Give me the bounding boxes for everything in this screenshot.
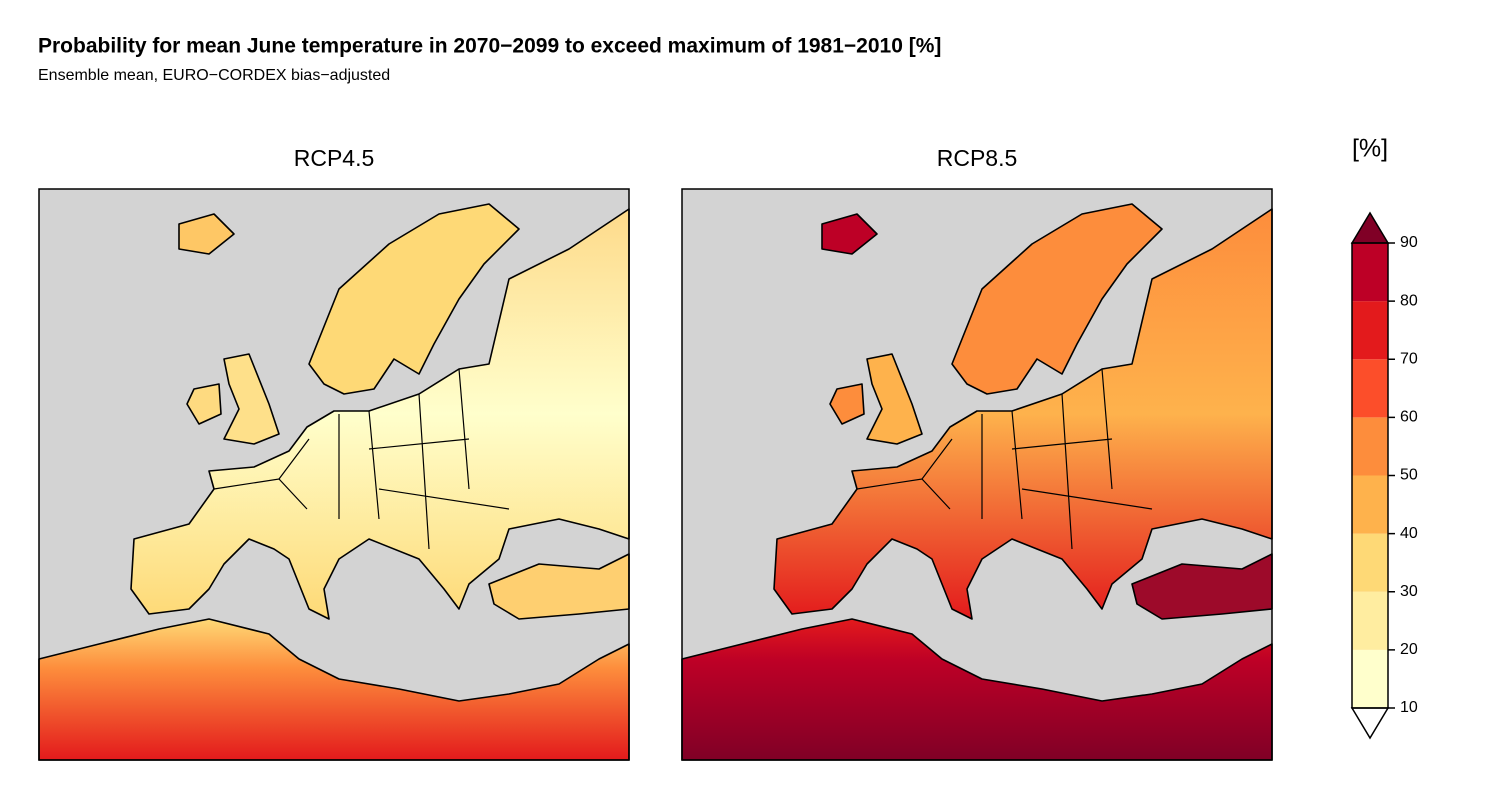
europe (773, 208, 1273, 620)
colorbar-tick-label: 30 (1400, 583, 1418, 600)
britain (866, 353, 923, 445)
colorbar-band (1352, 591, 1388, 650)
iceland (821, 213, 878, 255)
figure-subtitle: Ensemble mean, EURO−CORDEX bias−adjusted (38, 67, 390, 84)
colorbar-band (1352, 533, 1388, 592)
colorbar-tick-label: 70 (1400, 350, 1418, 367)
panel-title: RCP4.5 (294, 145, 375, 171)
colorbar: 10 20 30 40 50 60 70 80 90 (1350, 211, 1418, 740)
colorbar-tick-label: 80 (1400, 292, 1418, 309)
colorbar-tick-label: 60 (1400, 409, 1418, 426)
ireland (186, 383, 222, 425)
colorbar-tick-label: 90 (1400, 234, 1418, 251)
colorbar-under (1350, 707, 1390, 740)
colorbar-band (1352, 359, 1388, 418)
colorbar-band (1352, 243, 1388, 302)
colorbar-tick-label: 10 (1400, 699, 1418, 716)
map-panel (38, 188, 630, 761)
colorbar-band (1352, 475, 1388, 534)
panel-title: RCP8.5 (937, 145, 1018, 171)
iceland (178, 213, 235, 255)
map-panel (681, 188, 1273, 761)
borders (856, 368, 1153, 550)
colorbar-band (1352, 649, 1388, 708)
colorbar-tick-label: 50 (1400, 467, 1418, 484)
colorbar-tick-label: 20 (1400, 641, 1418, 658)
ireland (829, 383, 865, 425)
britain (223, 353, 280, 445)
colorbar-band (1352, 417, 1388, 476)
colorbar-tick-label: 40 (1400, 525, 1418, 542)
scandinavia (308, 203, 520, 395)
figure-title: Probability for mean June temperature in… (38, 35, 941, 58)
colorbar-band (1352, 301, 1388, 360)
colorbar-label: [%] (1352, 135, 1388, 163)
colorbar-over (1350, 211, 1390, 244)
scandinavia (951, 203, 1163, 395)
borders (213, 368, 510, 550)
europe (130, 208, 630, 620)
